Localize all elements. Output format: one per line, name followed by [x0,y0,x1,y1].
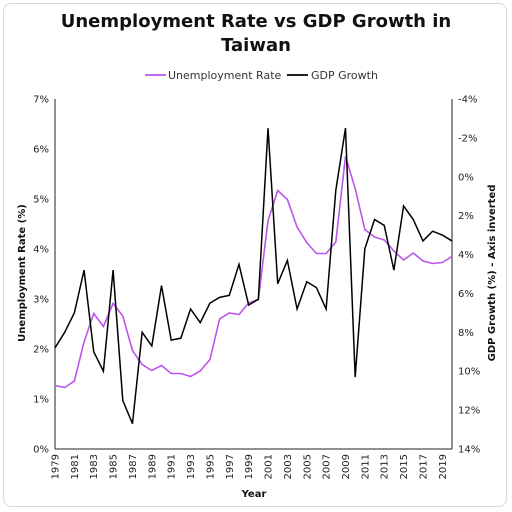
x-tick-label: 1995 [205,454,216,479]
x-tick-label: 2017 [418,454,429,479]
x-tick-label: 2003 [283,454,294,479]
x-tick-label: 2011 [360,454,371,479]
y-right-tick-label: 14% [458,445,480,456]
y-left-tick-label: 4% [33,245,49,256]
y-right-tick-label: 0% [458,172,474,183]
x-tick-label: 2013 [380,454,391,479]
y-left-tick-label: 5% [33,195,49,206]
x-tick-label: 2015 [399,454,410,479]
y-right-tick-label: -4% [458,95,477,106]
y-right-tick-label: 8% [458,328,474,339]
x-tick-label: 1979 [51,454,62,479]
legend-gdp-label: GDP Growth [311,69,378,82]
y-left-tick-label: 0% [33,445,49,456]
x-tick-label: 1991 [167,454,178,479]
y-right-tick-label: 4% [458,250,474,261]
x-tick-label: 2005 [302,454,313,479]
x-tick-label: 1987 [128,454,139,479]
legend-unemployment-label: Unemployment Rate [168,69,282,82]
x-tick-label: 1993 [186,454,197,479]
y-right-tick-label: 12% [458,406,480,417]
x-tick-label: 1999 [244,454,255,479]
y-left-tick-label: 1% [33,395,49,406]
x-tick-label: 1985 [109,454,120,479]
chart-title-line-1: Unemployment Rate vs GDP Growth in [61,11,452,32]
x-tick-label: 1983 [89,454,100,479]
x-tick-label: 2001 [264,454,275,479]
x-tick-label: 2019 [438,454,449,479]
chart-card [3,3,507,507]
y-axis-left-label: Unemployment Rate (%) [17,204,28,342]
y-right-tick-label: 6% [458,289,474,300]
axes [54,99,453,450]
y-right-tick-label: 10% [458,367,480,378]
y-right-tick-label: -2% [458,133,477,144]
unemployment-rate-line [54,156,453,389]
y-axis-right-label: GDP Growth (%) - Axis inverted [487,185,498,362]
chart-title-line-2: Taiwan [221,35,291,56]
x-tick-label: 1981 [70,454,81,479]
y-left-tick-label: 3% [33,295,49,306]
x-tick-label: 1997 [225,454,236,479]
y-right-tick-label: 2% [458,211,474,222]
y-left-tick-label: 2% [33,345,49,356]
y-left-tick-label: 6% [33,145,49,156]
gdp-growth-line [54,128,453,425]
x-axis-label: Year [241,489,267,500]
x-tick-label: 2009 [341,454,352,479]
y-left-tick-label: 7% [33,95,49,106]
x-tick-label: 1989 [147,454,158,479]
series-lines [54,128,453,425]
x-tick-label: 2007 [322,454,333,479]
legend: Unemployment Rate GDP Growth [145,69,378,82]
tick-labels: 0% 1% 2% 3% 4% 5% 6% 7% -4% -2% 0% 2% 4% 6% 8% 10% 12% 14… [33,95,480,480]
